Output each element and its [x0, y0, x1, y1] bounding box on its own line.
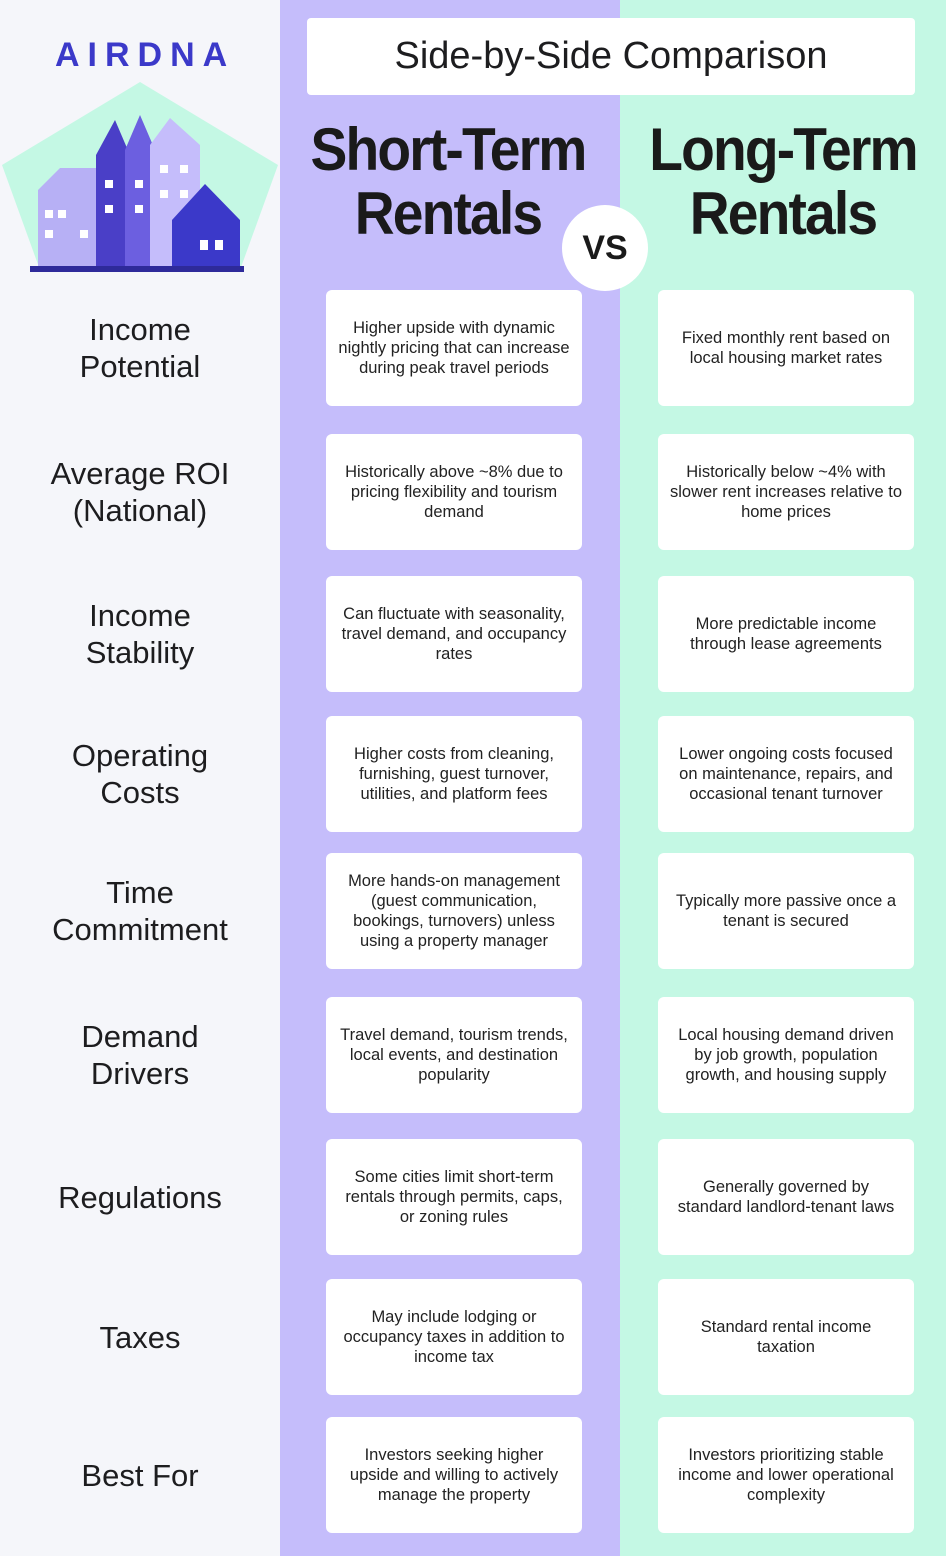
- long-term-card-text: Lower ongoing costs focused on maintenan…: [679, 745, 893, 803]
- short-term-card-text: Investors seeking higher upside and will…: [349, 1446, 559, 1504]
- row-label: Demand Drivers: [10, 997, 270, 1113]
- row-label-text: Regulations: [58, 1179, 222, 1215]
- row-label: Regulations: [10, 1139, 270, 1255]
- short-term-card: Investors seeking higher upside and will…: [326, 1417, 582, 1533]
- short-term-card: Higher upside with dynamic nightly prici…: [326, 290, 582, 406]
- row-label: Average ROI (National): [10, 434, 270, 550]
- long-term-card: Local housing demand driven by job growt…: [658, 997, 914, 1113]
- short-term-card-text: May include lodging or occupancy taxes i…: [343, 1308, 565, 1366]
- long-term-card-text: Local housing demand driven by job growt…: [678, 1026, 894, 1084]
- long-term-card: Standard rental income taxation: [658, 1279, 914, 1395]
- long-term-card-text: Investors prioritizing stable income and…: [678, 1446, 894, 1504]
- long-term-card: Investors prioritizing stable income and…: [658, 1417, 914, 1533]
- row-label-text: Time Commitment: [52, 875, 228, 947]
- row-label: Income Potential: [10, 290, 270, 406]
- short-term-card-text: Higher costs from cleaning, furnishing, …: [354, 745, 554, 803]
- row-label: Income Stability: [10, 576, 270, 692]
- short-term-card-text: Higher upside with dynamic nightly prici…: [338, 319, 570, 377]
- short-term-card: More hands-on management (guest communic…: [326, 853, 582, 969]
- long-term-card-text: Standard rental income taxation: [700, 1318, 872, 1356]
- houses-illustration: [2, 82, 278, 272]
- row-label-text: Income Potential: [79, 312, 201, 384]
- long-term-card-text: More predictable income through lease ag…: [690, 615, 882, 653]
- long-term-card: Fixed monthly rent based on local housin…: [658, 290, 914, 406]
- row-label-text: Demand Drivers: [81, 1019, 199, 1091]
- row-label: Operating Costs: [10, 716, 270, 832]
- long-term-card: Generally governed by standard landlord-…: [658, 1139, 914, 1255]
- short-term-card: Travel demand, tourism trends, local eve…: [326, 997, 582, 1113]
- long-term-card-text: Generally governed by standard landlord-…: [677, 1178, 895, 1216]
- long-term-heading: Long-Term Rentals: [649, 116, 918, 247]
- short-term-card: Can fluctuate with seasonality, travel d…: [326, 576, 582, 692]
- short-term-card-text: Some cities limit short-term rentals thr…: [345, 1168, 563, 1226]
- row-label-text: Income Stability: [85, 598, 195, 670]
- short-term-card: Some cities limit short-term rentals thr…: [326, 1139, 582, 1255]
- short-term-card-text: Travel demand, tourism trends, local eve…: [340, 1026, 568, 1084]
- short-term-card-text: More hands-on management (guest communic…: [348, 872, 560, 950]
- long-term-card: Historically below ~4% with slower rent …: [658, 434, 914, 550]
- long-term-card: More predictable income through lease ag…: [658, 576, 914, 692]
- short-term-card-text: Historically above ~8% due to pricing fl…: [345, 463, 563, 521]
- title: Side-by-Side Comparison: [307, 18, 915, 95]
- vs-badge: VS: [562, 205, 648, 291]
- row-label-text: Average ROI (National): [50, 456, 230, 528]
- row-label: Taxes: [10, 1279, 270, 1395]
- long-term-card-text: Typically more passive once a tenant is …: [675, 892, 897, 930]
- short-term-card: Higher costs from cleaning, furnishing, …: [326, 716, 582, 832]
- logo: AIRDNA: [55, 36, 236, 74]
- long-term-card: Lower ongoing costs focused on maintenan…: [658, 716, 914, 832]
- short-term-card-text: Can fluctuate with seasonality, travel d…: [341, 605, 567, 663]
- short-term-card: May include lodging or occupancy taxes i…: [326, 1279, 582, 1395]
- row-label: Time Commitment: [10, 853, 270, 969]
- long-term-card-text: Historically below ~4% with slower rent …: [670, 463, 903, 521]
- long-term-card: Typically more passive once a tenant is …: [658, 853, 914, 969]
- row-label-text: Taxes: [99, 1319, 181, 1355]
- row-label-text: Best For: [81, 1457, 199, 1493]
- short-term-heading: Short-Term Rentals: [310, 116, 588, 247]
- row-label: Best For: [10, 1417, 270, 1533]
- row-label-text: Operating Costs: [71, 738, 209, 810]
- long-term-card-text: Fixed monthly rent based on local housin…: [681, 329, 891, 367]
- short-term-card: Historically above ~8% due to pricing fl…: [326, 434, 582, 550]
